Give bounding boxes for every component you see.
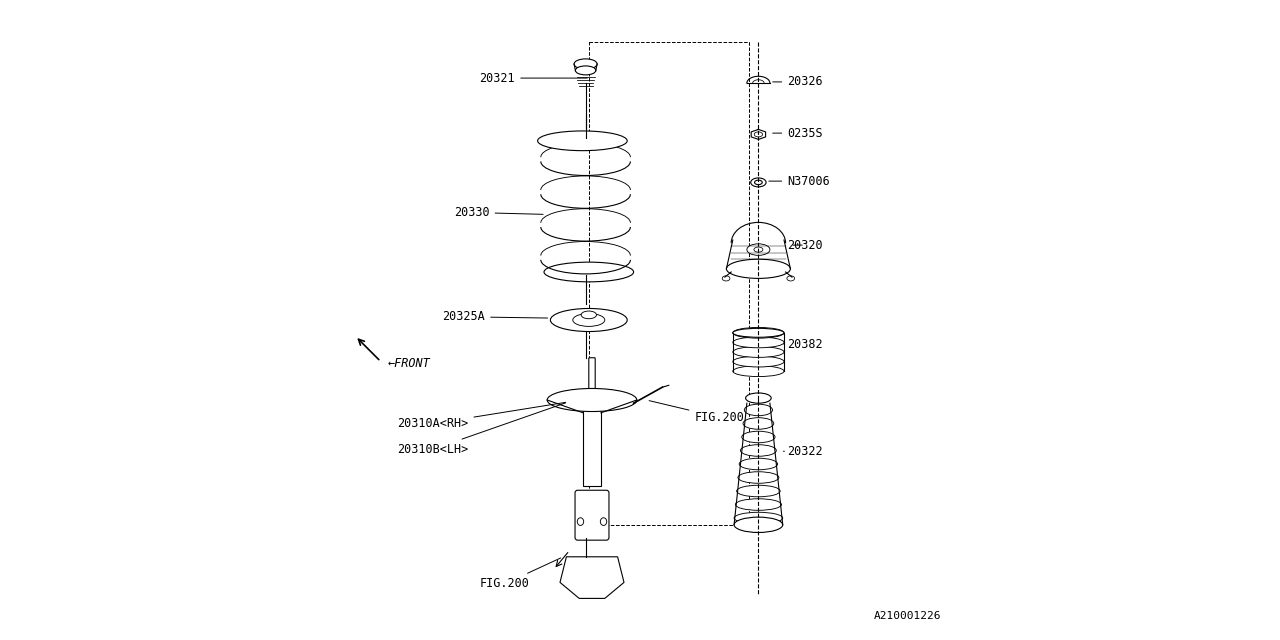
Ellipse shape <box>746 393 771 403</box>
Text: 0235S: 0235S <box>773 127 823 140</box>
Ellipse shape <box>745 404 773 416</box>
Ellipse shape <box>737 485 781 497</box>
Ellipse shape <box>733 337 785 348</box>
Ellipse shape <box>727 259 791 278</box>
Text: 20321: 20321 <box>480 72 588 84</box>
Text: A210001226: A210001226 <box>873 611 941 621</box>
Text: 20310B<LH>: 20310B<LH> <box>397 403 566 456</box>
Ellipse shape <box>733 328 785 338</box>
Text: 20310A<RH>: 20310A<RH> <box>397 403 566 430</box>
Ellipse shape <box>787 276 795 281</box>
Ellipse shape <box>736 499 781 510</box>
Ellipse shape <box>733 366 785 376</box>
Text: 20330: 20330 <box>454 206 543 219</box>
Text: 20326: 20326 <box>773 76 823 88</box>
Bar <box>584 394 602 486</box>
Ellipse shape <box>739 472 780 483</box>
Ellipse shape <box>550 308 627 332</box>
Ellipse shape <box>538 131 627 150</box>
Ellipse shape <box>733 356 785 367</box>
Ellipse shape <box>577 518 584 525</box>
Text: 20320: 20320 <box>787 239 823 252</box>
Text: FIG.200: FIG.200 <box>480 558 561 590</box>
Ellipse shape <box>742 431 776 443</box>
Ellipse shape <box>741 445 777 456</box>
Ellipse shape <box>575 66 595 75</box>
Ellipse shape <box>755 180 763 185</box>
Ellipse shape <box>740 458 778 470</box>
Ellipse shape <box>548 388 637 412</box>
Ellipse shape <box>744 418 774 429</box>
Polygon shape <box>561 557 625 598</box>
Ellipse shape <box>584 389 602 398</box>
Text: N37006: N37006 <box>769 175 829 188</box>
Text: ←FRONT: ←FRONT <box>387 357 430 370</box>
Ellipse shape <box>751 178 765 187</box>
FancyBboxPatch shape <box>589 358 595 394</box>
Ellipse shape <box>754 247 763 252</box>
Ellipse shape <box>573 59 596 69</box>
Ellipse shape <box>733 347 785 357</box>
Ellipse shape <box>735 512 783 524</box>
FancyBboxPatch shape <box>575 490 609 540</box>
Ellipse shape <box>722 276 730 281</box>
Ellipse shape <box>600 518 607 525</box>
Ellipse shape <box>748 244 771 255</box>
Ellipse shape <box>735 517 783 532</box>
Ellipse shape <box>573 314 604 326</box>
Ellipse shape <box>581 311 596 319</box>
Text: 20325A: 20325A <box>443 310 548 323</box>
Text: FIG.200: FIG.200 <box>649 401 744 424</box>
Text: 20382: 20382 <box>783 338 823 351</box>
Text: 20322: 20322 <box>783 445 823 458</box>
Ellipse shape <box>544 262 634 282</box>
Ellipse shape <box>754 132 763 137</box>
Ellipse shape <box>733 328 785 337</box>
